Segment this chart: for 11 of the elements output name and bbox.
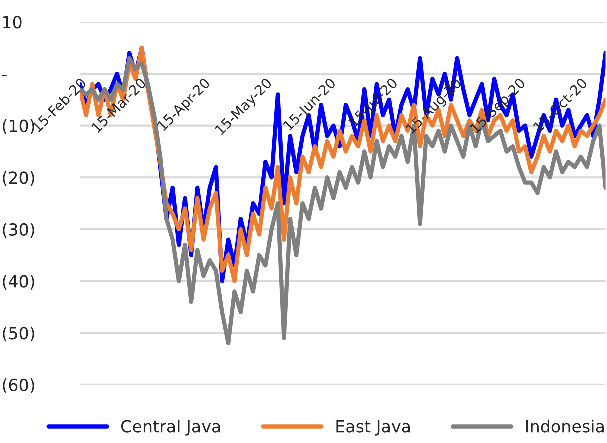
y-tick-label: (40): [3, 274, 34, 290]
y-tick-label: (20): [3, 171, 34, 186]
y-tick-label: (60): [3, 378, 34, 394]
legend-label: Indonesia: [526, 420, 604, 433]
y-tick-label: -: [2, 75, 7, 76]
y-tick-label: (10): [3, 120, 34, 134]
legend-label: Central Java: [121, 420, 220, 436]
y-tick-label: (50): [3, 326, 34, 342]
legend-label: East Java: [336, 420, 410, 436]
y-tick-label: (30): [3, 223, 34, 238]
y-tick-label: 10: [3, 16, 22, 29]
